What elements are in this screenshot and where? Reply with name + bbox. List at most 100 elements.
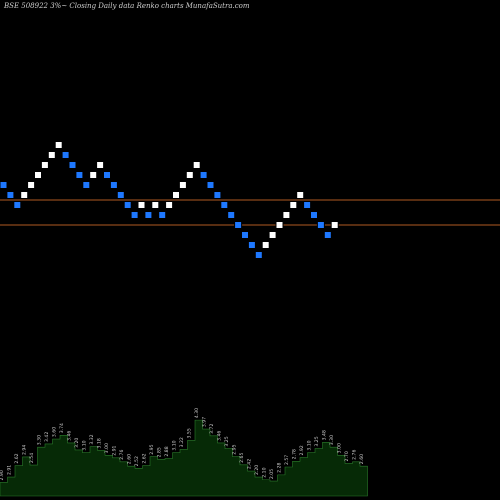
renko-brick-up (330, 221, 339, 229)
renko-brick-down (0, 181, 8, 189)
volume-label: 2.95 (149, 444, 155, 454)
renko-brick-up (34, 171, 42, 179)
renko-brick-up (96, 161, 105, 169)
renko-brick-down (82, 181, 91, 189)
renko-brick-up (40, 161, 49, 169)
volume-panel: 2.902.912.622.942.543.30 3.42 3.60 3.743.46… (0, 408, 368, 497)
renko-brick-down (158, 211, 167, 219)
volume-label: 2.62 (14, 453, 20, 463)
volume-label: 3.46 (67, 431, 73, 441)
volume-label: 3.72 (209, 424, 215, 434)
volume-label: 2.05 (269, 469, 275, 479)
renko-brick-down (144, 211, 153, 219)
renko-brick-up (47, 151, 56, 159)
volume-label: 3.30 (329, 435, 335, 445)
volume-label: 3.97 (202, 417, 208, 427)
volume-label: 2.42 (247, 459, 253, 469)
renko-brick-up (275, 221, 284, 229)
volume-label: 3.30 (37, 435, 43, 445)
renko-brick-down (109, 181, 118, 189)
chart-title: BSE 508922 3%~ Closing Daily data Renko … (3, 2, 250, 10)
volume-label: 3.32 (89, 434, 95, 444)
volume-label: 3.00 (337, 443, 343, 453)
renko-brick-up (20, 191, 29, 199)
volume-label: 3.10 (82, 440, 88, 450)
renko-brick-down (103, 171, 111, 179)
renko-brick-up (178, 181, 187, 189)
renko-brick-up (289, 201, 298, 209)
renko-brick-down (316, 221, 325, 229)
volume-label: 2.28 (277, 463, 283, 473)
volume-label: 2.85 (157, 447, 163, 457)
renko-brick-down (254, 251, 263, 259)
renko-brick-up (54, 141, 63, 149)
renko-brick-down (68, 161, 77, 169)
volume-label: 2.65 (239, 453, 245, 463)
volume-label: 2.20 (254, 465, 260, 475)
volume-label: 2.76 (119, 450, 125, 460)
volume-label: 2.91 (112, 445, 118, 455)
renko-brick-up (151, 201, 160, 209)
volume-label: 4.30 (194, 408, 200, 418)
volume-label: 3.60 (52, 427, 58, 437)
renko-brick-up (137, 201, 146, 209)
volume-label: 2.94 (22, 445, 28, 455)
volume-label: 2.57 (284, 455, 290, 465)
volume-label: 2.60 (127, 454, 133, 464)
volume-label: 2.10 (262, 467, 268, 477)
volume-label: 3.22 (179, 437, 185, 447)
renko-brick-up (165, 201, 174, 209)
volume-label: 2.78 (292, 449, 298, 459)
volume-label: 3.10 (172, 440, 178, 450)
renko-brick-up (261, 241, 270, 249)
renko-brick-down (303, 201, 312, 209)
volume-label: 3.46 (217, 431, 223, 441)
renko-brick-up (185, 171, 194, 179)
renko-brick-up (89, 171, 98, 179)
renko-brick-up (268, 231, 277, 239)
volume-label: 3.25 (314, 436, 320, 446)
renko-brick-down (227, 211, 236, 219)
volume-label: 3.25 (224, 436, 230, 446)
renko-brick-down (6, 191, 15, 199)
renko-brick-down (199, 171, 208, 179)
renko-brick-down (75, 171, 84, 179)
volume-label: 3.00 (104, 443, 110, 453)
volume-label: 3.20 (74, 438, 80, 448)
volume-label: 2.52 (134, 456, 140, 466)
volume-label: 3.48 (322, 430, 328, 440)
renko-brick-down (13, 201, 22, 209)
volume-label: 3.10 (307, 440, 313, 450)
renko-brick-down (206, 181, 215, 189)
volume-label: 2.91 (7, 465, 13, 475)
volume-label: 2.76 (352, 450, 358, 460)
volume-label: 2.60 (359, 454, 365, 464)
volume-label: 2.90 (0, 470, 5, 480)
renko-brick-up (282, 211, 291, 219)
renko-brick-down (220, 201, 229, 209)
renko-brick-down (310, 211, 318, 219)
renko-brick-down (247, 241, 256, 249)
volume-area (0, 419, 368, 497)
renko-brick-up (192, 161, 201, 169)
renko-bricks (0, 141, 339, 259)
renko-brick-down (130, 211, 139, 219)
renko-brick-down (323, 231, 332, 239)
volume-label: 2.70 (344, 451, 350, 461)
volume-label: 2.92 (299, 445, 305, 455)
volume-label: 3.55 (187, 428, 193, 438)
renko-brick-down (234, 221, 243, 229)
renko-brick-down (116, 191, 125, 199)
volume-label: 2.54 (29, 453, 35, 463)
volume-label: 3.18 (97, 438, 103, 448)
volume-label: 2.62 (142, 453, 148, 463)
renko-brick-up (27, 181, 36, 189)
renko-brick-up (172, 191, 180, 199)
volume-label: 2.88 (164, 446, 170, 456)
renko-brick-down (241, 231, 249, 239)
renko-brick-down (213, 191, 222, 199)
renko-brick-down (123, 201, 132, 209)
renko-brick-down (61, 151, 70, 159)
volume-label: 2.95 (232, 444, 238, 454)
